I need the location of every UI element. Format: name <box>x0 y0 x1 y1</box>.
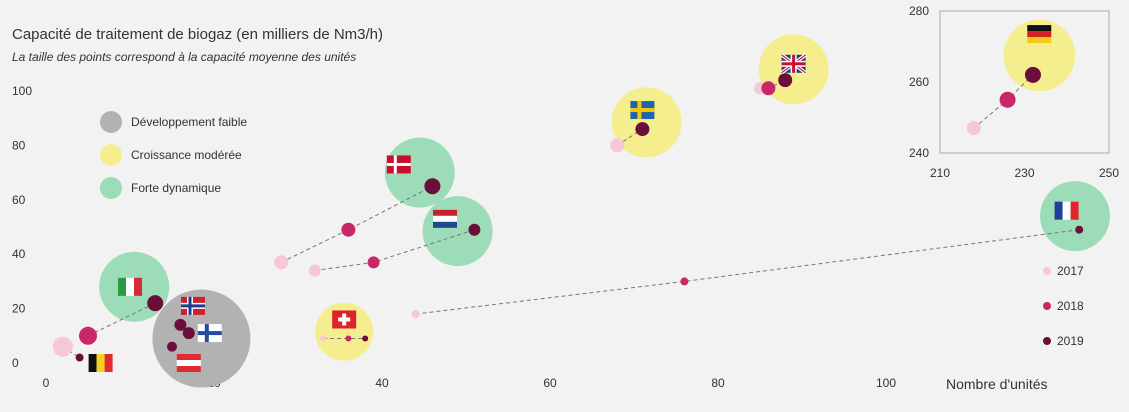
data-point-2019 <box>1075 225 1084 234</box>
legend-label: Forte dynamique <box>131 181 221 195</box>
y-tick-label: 80 <box>12 138 26 152</box>
legend-label: Développement faible <box>131 115 247 129</box>
inset-x-tick-label: 230 <box>1014 166 1034 180</box>
data-point-2019 <box>182 327 195 340</box>
year-legend-label: 2018 <box>1057 299 1084 313</box>
data-point-2017 <box>274 255 289 270</box>
legend-swatch <box>100 177 122 199</box>
inset-y-tick-label: 280 <box>909 4 929 18</box>
year-legend-swatch <box>1043 337 1051 345</box>
italy-flag-icon <box>118 277 142 296</box>
year-legend-swatch <box>1043 267 1051 275</box>
x-tick-label: 80 <box>711 376 725 390</box>
data-point-2017 <box>966 121 981 136</box>
uk-flag-icon <box>780 53 807 75</box>
y-tick-label: 100 <box>12 84 32 98</box>
inset-x-tick-label: 250 <box>1099 166 1119 180</box>
data-point-2017 <box>320 335 327 342</box>
data-point-2018 <box>79 326 97 345</box>
trajectory-line <box>87 302 156 337</box>
germany-flag-icon <box>1027 25 1052 44</box>
legend-swatch <box>100 111 122 133</box>
year-legend-label: 2017 <box>1057 264 1084 278</box>
data-point-2019 <box>174 318 187 331</box>
data-point-2019 <box>778 73 793 88</box>
y-tick-label: 20 <box>12 302 26 316</box>
y-tick-label: 0 <box>12 356 19 370</box>
data-point-2019 <box>75 353 84 362</box>
data-point-2019 <box>1024 66 1041 83</box>
finland-flag-icon <box>197 324 222 343</box>
category-bubble <box>315 302 374 361</box>
switzerland-flag-icon <box>332 310 357 329</box>
inset-y-tick-label: 240 <box>909 146 929 160</box>
data-point-2019 <box>362 335 369 342</box>
y-tick-label: 40 <box>12 247 26 261</box>
inset-y-tick-label: 260 <box>909 75 929 89</box>
x-axis-label: Nombre d'unités <box>946 376 1048 392</box>
denmark-flag-icon <box>386 155 411 174</box>
data-point-2017 <box>411 310 420 319</box>
x-tick-label: 60 <box>543 376 557 390</box>
data-point-2017 <box>308 264 321 277</box>
data-point-2019 <box>424 178 441 195</box>
chart-subtitle: La taille des points correspond à la cap… <box>12 50 357 64</box>
norway-flag-icon <box>181 296 205 315</box>
data-point-2017 <box>52 336 73 357</box>
data-point-2019 <box>468 223 481 236</box>
data-point-2019 <box>167 341 177 352</box>
data-point-2018 <box>761 81 776 96</box>
x-tick-label: 0 <box>43 376 50 390</box>
data-point-2018 <box>367 256 380 269</box>
legend-label: Croissance modérée <box>131 148 242 162</box>
data-point-2018 <box>999 91 1016 108</box>
trajectory-line <box>280 185 433 263</box>
data-point-2017 <box>610 138 625 153</box>
category-bubble <box>422 196 493 267</box>
category-bubble <box>1003 19 1076 92</box>
belgium-flag-icon <box>88 354 113 372</box>
legend-swatch <box>100 144 122 166</box>
data-point-2018 <box>345 335 352 342</box>
year-legend-swatch <box>1043 302 1051 310</box>
y-tick-label: 60 <box>12 193 26 207</box>
data-point-2018 <box>680 277 689 286</box>
inset-x-tick-label: 210 <box>930 166 950 180</box>
sweden-flag-icon <box>630 101 655 120</box>
netherlands-flag-icon <box>433 209 457 228</box>
data-point-2018 <box>341 222 356 237</box>
category-bubble <box>611 87 682 158</box>
trajectory-line <box>415 229 1080 315</box>
trajectory-line <box>616 128 643 146</box>
x-tick-label: 100 <box>876 376 896 390</box>
x-tick-label: 40 <box>375 376 389 390</box>
france-flag-icon <box>1054 201 1079 220</box>
austria-flag-icon <box>176 354 201 372</box>
data-point-2019 <box>635 122 650 137</box>
year-legend-label: 2019 <box>1057 334 1084 348</box>
data-point-2019 <box>147 295 164 312</box>
chart-title: Capacité de traitement de biogaz (en mil… <box>12 26 384 43</box>
